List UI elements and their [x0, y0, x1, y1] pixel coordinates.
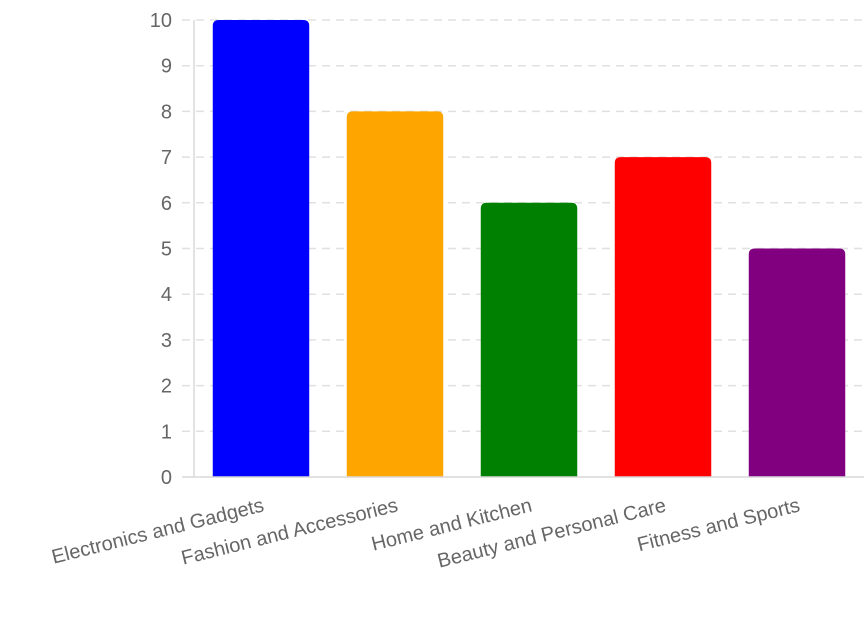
y-tick-label: 1	[161, 421, 172, 443]
x-tick-label: Beauty and Personal Care	[435, 495, 668, 573]
y-tick-label: 10	[150, 10, 172, 32]
axes	[182, 20, 864, 478]
bar	[212, 20, 310, 477]
y-tick-label: 7	[161, 147, 172, 169]
x-tick-label: Electronics and Gadgets	[49, 495, 266, 569]
y-tick-label: 3	[161, 330, 172, 352]
y-tick-label: 5	[161, 239, 172, 261]
y-tick-label: 9	[161, 56, 172, 78]
y-tick-label: 8	[161, 101, 172, 123]
y-tick-label: 6	[161, 193, 172, 215]
y-tick-label: 0	[161, 467, 172, 489]
bar	[748, 248, 846, 477]
bar	[480, 202, 578, 478]
bar	[346, 111, 444, 478]
y-tick-label: 2	[161, 376, 172, 398]
bars	[212, 20, 846, 478]
y-tick-labels: 0 1 2 3 4 5 6 7 8 9 10	[150, 10, 172, 489]
y-tick-label: 4	[161, 284, 172, 306]
bar	[614, 157, 712, 477]
